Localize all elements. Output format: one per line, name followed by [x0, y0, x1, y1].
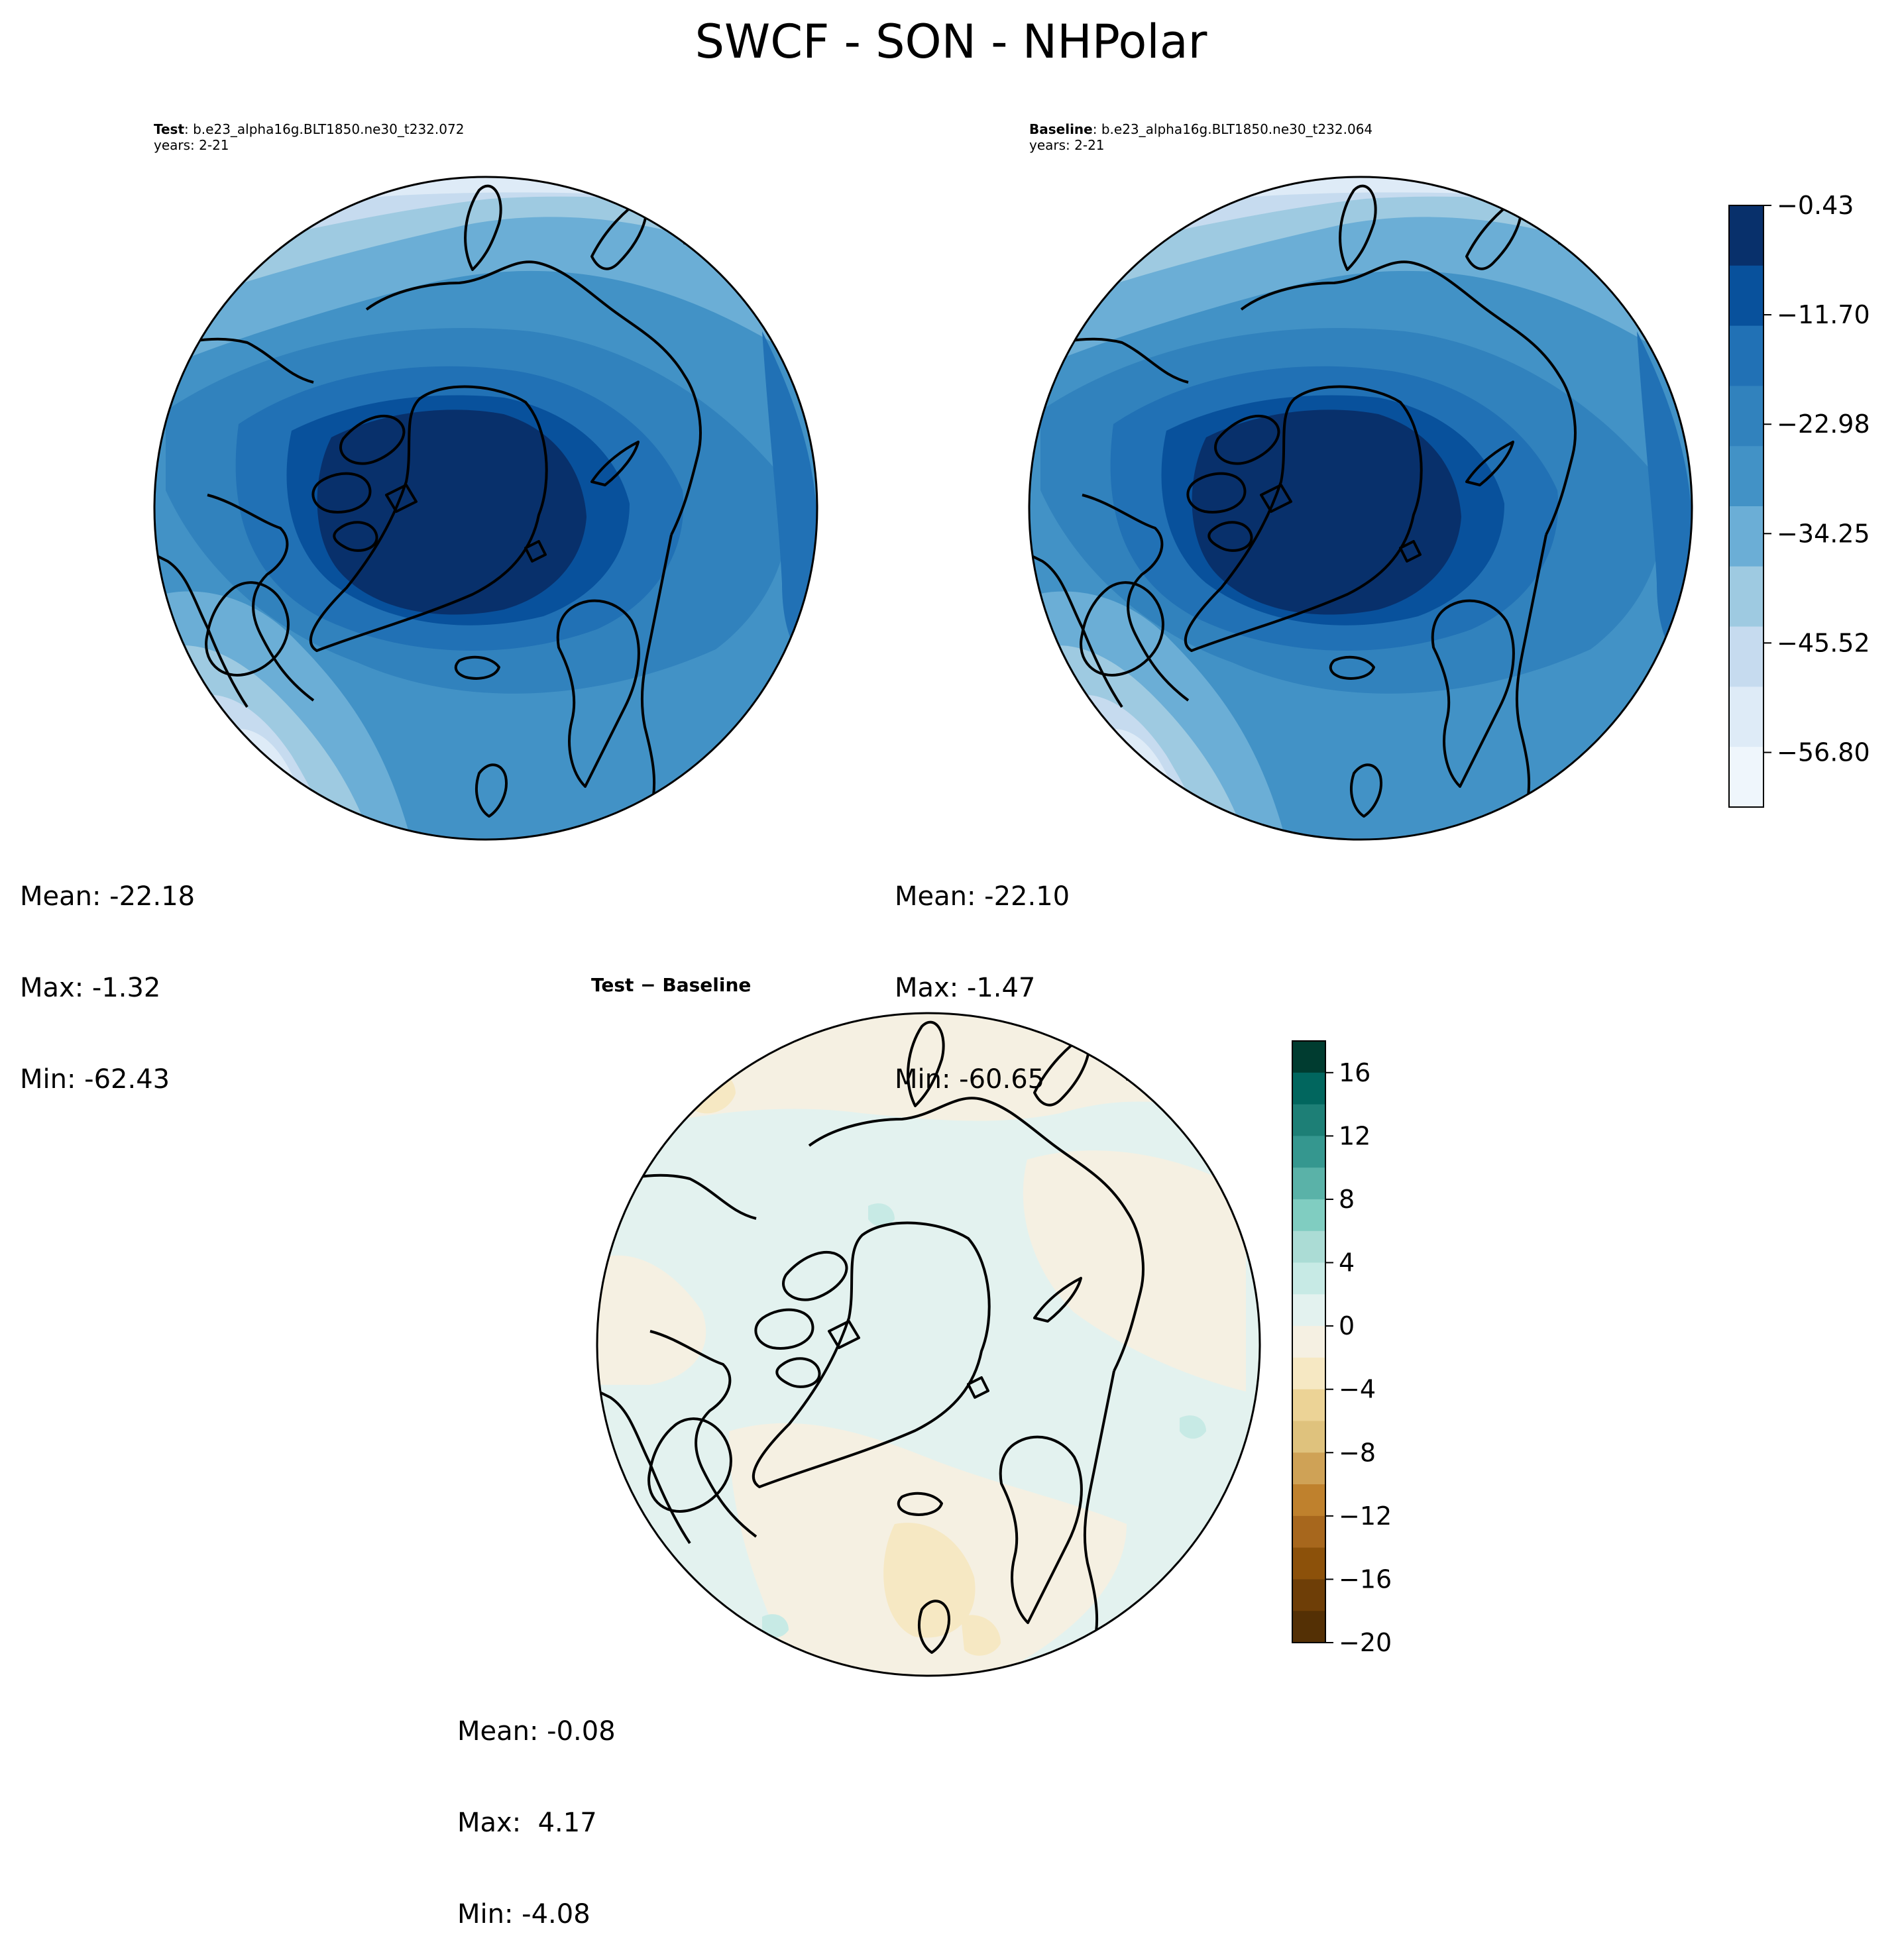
main-cbar-segment [1729, 626, 1763, 687]
diff-cbar-segment [1292, 1199, 1325, 1232]
diff-cbar-segment [1292, 1326, 1325, 1358]
main-cbar-segment [1729, 747, 1763, 808]
diff-cbar-tick-label: 0 [1339, 1311, 1355, 1340]
baseline-stats: Mean: -22.10 Max: -1.47 Min: -60.65 [895, 820, 1070, 1125]
test-map [153, 176, 818, 841]
main-cbar-tick-label: −22.98 [1777, 409, 1870, 439]
test-stats: Mean: -22.18 Max: -1.32 Min: -62.43 [20, 820, 195, 1125]
diff-cbar-segment [1292, 1421, 1325, 1453]
diff-cbar-tick-label: −12 [1339, 1501, 1392, 1531]
diff-cbar-segment [1292, 1104, 1325, 1136]
main-cbar-segment [1729, 325, 1763, 386]
diff-cbar-segment [1292, 1389, 1325, 1421]
main-cbar-tick-label: −0.43 [1777, 191, 1854, 220]
main-cbar-segment [1729, 566, 1763, 627]
diff-cbar-tick-label: −16 [1339, 1564, 1392, 1594]
main-cbar-tick-label: −11.70 [1777, 300, 1870, 329]
diff-cbar-segment [1292, 1611, 1325, 1643]
diff-cbar-segment [1292, 1294, 1325, 1327]
baseline-subtitle: Baseline: b.e23_alpha16g.BLT1850.ne30_t2… [1029, 121, 1372, 153]
diff-max: Max: 4.17 [457, 1808, 597, 1838]
test-min: Min: -62.43 [20, 1064, 170, 1095]
main-cbar-tick-label: −56.80 [1777, 738, 1870, 767]
main-cbar-segment [1729, 446, 1763, 507]
diff-cbar-tick-label: 16 [1339, 1058, 1371, 1087]
diff-mean: Mean: -0.08 [457, 1716, 616, 1747]
main-cbar-segment [1729, 386, 1763, 447]
baseline-mean: Mean: -22.10 [895, 881, 1070, 912]
diff-cbar-tick-label: 12 [1339, 1121, 1371, 1150]
main-cbar-segment [1729, 265, 1763, 327]
diff-cbar-segment [1292, 1547, 1325, 1580]
main-cbar-segment [1729, 686, 1763, 747]
test-years: years: 2-21 [154, 137, 229, 153]
diff-cbar-segment [1292, 1452, 1325, 1485]
main-cbar-segment [1729, 205, 1763, 266]
test-label: Test [154, 121, 185, 137]
diff-colorbar: 16 12 8 4 0 −4 −8 −12 −16 −20 [1292, 1040, 1392, 1657]
baseline-label: Baseline [1029, 121, 1093, 137]
diff-min: Min: -4.08 [457, 1899, 590, 1930]
diff-cbar-segment [1292, 1230, 1325, 1264]
diff-cbar-segment [1292, 1262, 1325, 1295]
diff-cbar-tick-label: −8 [1339, 1438, 1376, 1467]
maps-canvas: −0.43 −11.70 −22.98 −34.25 −45.52 −56.80 16 12… [153, 176, 1870, 1677]
test-max: Max: -1.32 [20, 973, 161, 1003]
diff-stats: Mean: -0.08 Max: 4.17 Min: -4.08 [457, 1655, 616, 1960]
diff-cbar-tick-label: −4 [1339, 1375, 1376, 1404]
diff-cbar-segment [1292, 1579, 1325, 1611]
baseline-max: Max: -1.47 [895, 973, 1036, 1003]
diff-title: Test − Baseline [591, 974, 752, 996]
diff-cbar-segment [1292, 1041, 1325, 1073]
main-cbar-tick-label: −34.25 [1777, 519, 1870, 548]
figure-title: SWCF - SON - NHPolar [695, 15, 1207, 69]
baseline-map [1028, 176, 1693, 841]
diff-cbar-tick-label: 4 [1339, 1248, 1355, 1278]
diff-cbar-tick-label: 8 [1339, 1185, 1355, 1214]
diff-cbar-segment [1292, 1168, 1325, 1200]
diff-cbar-tick-label: −20 [1339, 1628, 1392, 1657]
main-colorbar: −0.43 −11.70 −22.98 −34.25 −45.52 −56.80 [1728, 191, 1870, 808]
diff-cbar-segment [1292, 1136, 1325, 1168]
test-subtitle: Test: b.e23_alpha16g.BLT1850.ne30_t232.0… [154, 121, 464, 153]
main-cbar-segment [1729, 506, 1763, 567]
test-mean: Mean: -22.18 [20, 881, 196, 912]
diff-cbar-segment [1292, 1072, 1325, 1105]
baseline-min: Min: -60.65 [895, 1064, 1045, 1095]
baseline-run-name: : b.e23_alpha16g.BLT1850.ne30_t232.064 [1092, 121, 1373, 137]
diff-cbar-segment [1292, 1515, 1325, 1549]
test-run-name: : b.e23_alpha16g.BLT1850.ne30_t232.072 [184, 121, 465, 137]
baseline-years: years: 2-21 [1029, 137, 1105, 153]
diff-cbar-segment [1292, 1357, 1325, 1390]
main-cbar-tick-label: −45.52 [1777, 628, 1870, 657]
diff-cbar-segment [1292, 1484, 1325, 1517]
